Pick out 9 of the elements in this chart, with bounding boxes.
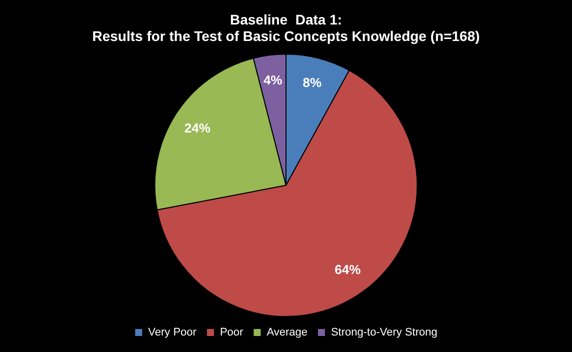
data-label: 64% [334, 262, 362, 277]
legend-label: Very Poor [148, 326, 197, 339]
legend-label: Poor [220, 326, 244, 339]
legend-label: Strong-to-Very Strong [330, 326, 438, 339]
data-label: 24% [184, 120, 211, 136]
chart-title: Baseline Data 1: Results for the Test of Basic Concepts Knowledge (n=168) [92, 11, 480, 44]
data-label: 8% [302, 75, 322, 90]
legend-label: Average [266, 326, 308, 339]
data-label: 4% [263, 72, 283, 88]
